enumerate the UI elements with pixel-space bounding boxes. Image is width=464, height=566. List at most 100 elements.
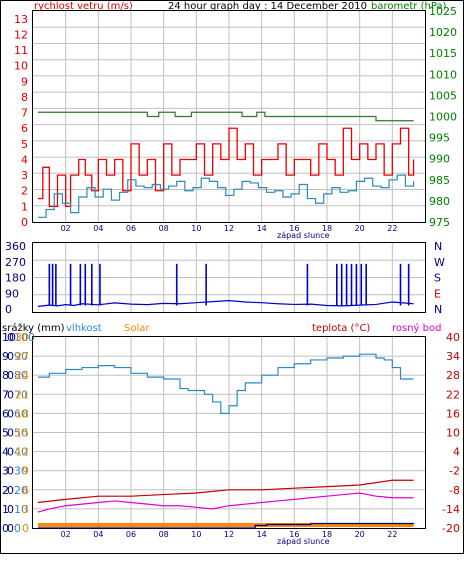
hour-tick-label: 20 [355, 224, 365, 233]
rain-decimal-tick-label: 0 [7, 427, 14, 440]
temperature-tick-label: -14 [442, 503, 460, 516]
rain-decimal-tick-label: 0 [7, 388, 14, 401]
rain-line [37, 522, 415, 529]
wind-tick-label: 3 [21, 169, 28, 182]
panel3-grid [33, 337, 425, 528]
compass-label: S [434, 272, 441, 285]
wind-tick-label: 12 [14, 28, 28, 41]
rain-decimal-tick-label: 0 [7, 522, 14, 535]
humidity-tick-label: 60 [14, 407, 28, 420]
temperature-tick-label: 22 [446, 388, 460, 401]
wind-tick-label: 4 [21, 153, 28, 166]
humidity-tick-label: 100 [14, 331, 35, 344]
hour-tick-label: 04 [93, 224, 103, 233]
wind-tick-label: 9 [21, 75, 28, 88]
temperature-tick-label: 4 [453, 446, 460, 459]
hour-tick-label: 14 [257, 224, 267, 233]
panel1-series [37, 111, 415, 218]
panel2-left-ticks: 0 90 180 270 360 [5, 240, 26, 316]
wind-tick-label: 8 [21, 91, 28, 104]
temperature-tick-label: 40 [446, 331, 460, 344]
barometer-axis-label: barometr (hPa) [371, 1, 447, 12]
legend-rain: srážky (mm) [2, 322, 65, 334]
temperature-tick-label: 16 [446, 407, 460, 420]
legend-dew-point: rosný bod [392, 322, 441, 334]
rain-tick-label: 1 [2, 503, 9, 516]
rain-decimal-tick-label: 0 [7, 331, 14, 344]
solar-tick-label: 0 [22, 522, 29, 535]
wind-speed-axis-label: rychlost vetru (m/s) [34, 1, 133, 12]
rain-tick-label: 2 [2, 484, 9, 497]
hour-tick-label: 06 [126, 224, 136, 233]
wind-tick-label: 6 [21, 122, 28, 135]
wind-tick-label: 13 [14, 13, 28, 26]
compass-label: N [434, 303, 442, 316]
rain-decimal-tick-label: 0 [7, 484, 14, 497]
solar-tick-label: 27 [15, 350, 29, 363]
rain-decimal-tick-label: 0 [7, 446, 14, 459]
rain-tick-label: 10 [2, 331, 16, 344]
pressure-tick-label: 985 [429, 174, 450, 187]
panel2-frame [32, 242, 426, 313]
temperature-tick-label: -20 [442, 522, 460, 535]
direction-tick-label: 360 [5, 240, 26, 253]
wind-tick-label: 5 [21, 138, 28, 151]
direction-tick-label: 0 [5, 303, 12, 316]
pressure-tick-label: 1000 [429, 111, 457, 124]
rain-decimal-tick-label: 0 [7, 407, 14, 420]
rain-tick-label: 8 [2, 369, 9, 382]
wind-tick-label: 11 [14, 44, 28, 57]
panel2-grid [33, 243, 425, 312]
rain-tick-label: 6 [2, 407, 9, 420]
panel2-series [37, 263, 414, 307]
rain-tick-label: 0 [2, 522, 9, 535]
hour-tick-label: 22 [387, 530, 397, 539]
temperature-tick-label: -8 [449, 484, 460, 497]
solar-tick-label: 6 [22, 484, 29, 497]
rain-decimal-tick-label: 0 [7, 369, 14, 382]
wind-average-line [37, 174, 415, 218]
humidity-tick-label: 70 [14, 388, 28, 401]
panel1-x-ticks: 02 04 06 08 10 12 14 16 18 20 22 [61, 224, 398, 233]
hour-tick-label: 16 [289, 224, 299, 233]
temperature-tick-label: 34 [446, 350, 460, 363]
legend-humidity: vlhkost [66, 323, 102, 334]
humidity-tick-label: 40 [14, 446, 28, 459]
humidity-tick-label: 90 [14, 350, 28, 363]
panel1-frame [32, 10, 426, 223]
wind-direction-line [37, 299, 414, 307]
rain-tick-label: 3 [2, 465, 9, 478]
pressure-tick-label: 1005 [429, 89, 457, 102]
legend-solar: Solar [124, 323, 150, 334]
hour-tick-label: 02 [61, 224, 71, 233]
hour-tick-label: 20 [355, 530, 365, 539]
humidity-tick-label: 10 [14, 503, 28, 516]
wind-gust-line [37, 127, 415, 208]
hour-tick-label: 08 [159, 224, 169, 233]
pressure-tick-label: 1020 [429, 26, 457, 39]
rain-decimal-tick-label: 0 [7, 465, 14, 478]
solar-tick-label: 15 [15, 427, 29, 440]
direction-tick-label: 90 [5, 287, 19, 300]
compass-label: N [434, 240, 442, 253]
pressure-tick-label: 1025 [429, 5, 457, 18]
hour-tick-label: 12 [224, 530, 234, 539]
humidity-tick-label: 0 [14, 522, 21, 535]
wind-tick-label: 2 [21, 185, 28, 198]
rain-tick-label: 7 [2, 388, 9, 401]
hour-tick-label: 16 [289, 530, 299, 539]
solar-tick-label: 9 [22, 465, 29, 478]
hour-tick-label: 22 [387, 224, 397, 233]
humidity-tick-label: 80 [14, 369, 28, 382]
hour-tick-label: 08 [159, 530, 169, 539]
panel3-x-ticks: 02 04 06 08 10 12 14 16 18 20 22 [61, 530, 398, 539]
temperature-line [37, 479, 414, 504]
panel3-series [37, 353, 415, 529]
direction-tick-label: 270 [5, 256, 26, 269]
